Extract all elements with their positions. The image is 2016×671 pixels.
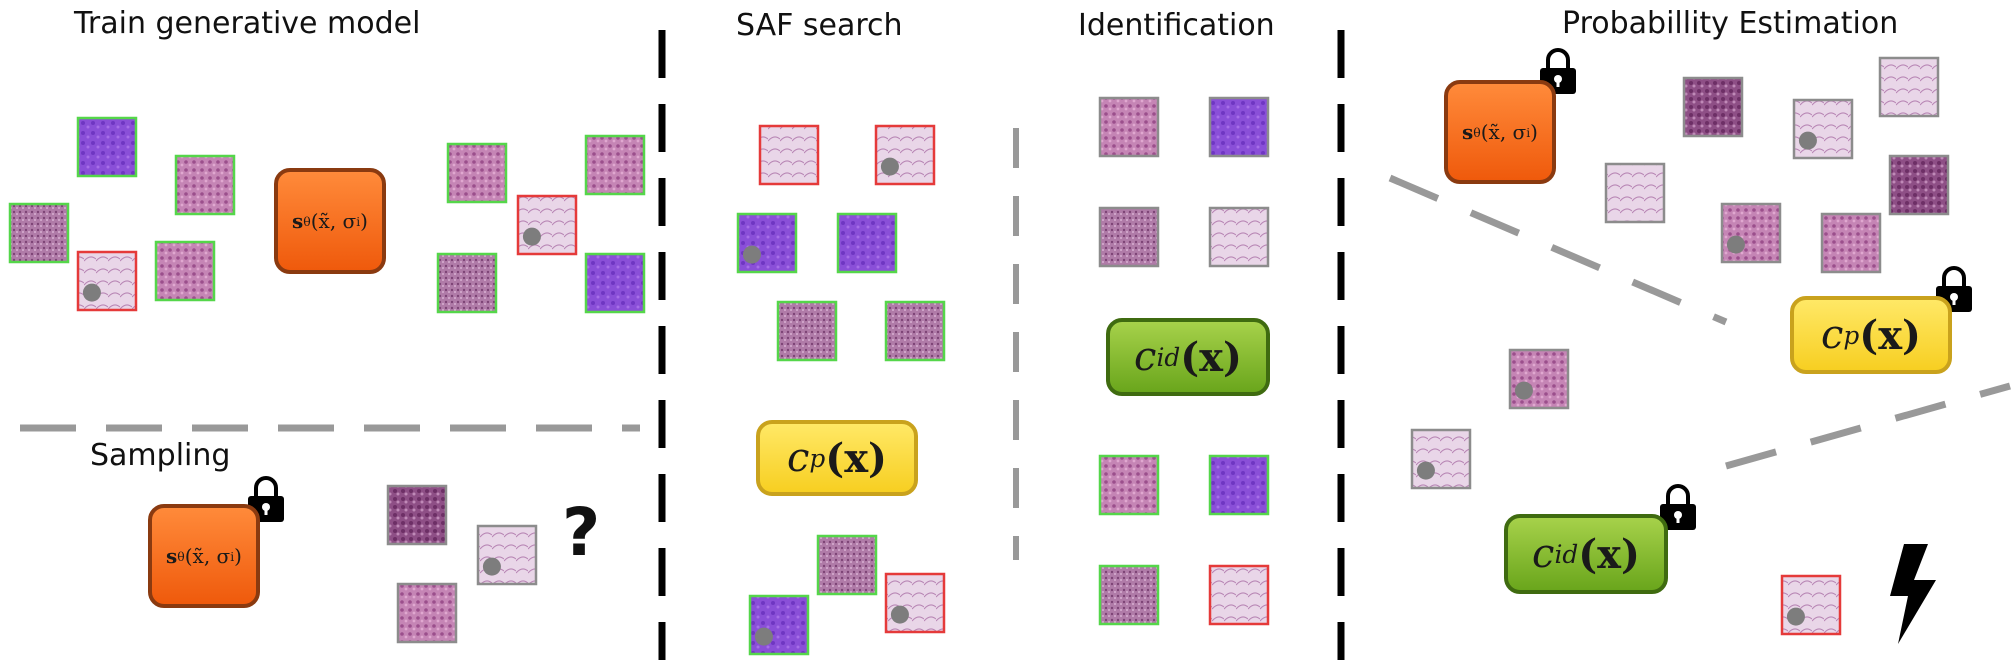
tissue-patch bbox=[78, 252, 136, 310]
trigger-dot bbox=[743, 246, 761, 264]
probability-divider-lower bbox=[1726, 386, 2010, 466]
tissue-patch bbox=[478, 526, 536, 584]
trigger-dot bbox=[523, 228, 541, 246]
tissue-patch bbox=[838, 214, 896, 272]
tissue-patch bbox=[1210, 98, 1268, 156]
trigger-dot bbox=[755, 628, 773, 646]
tissue-patch bbox=[1412, 430, 1470, 488]
tissue-patch bbox=[886, 574, 944, 632]
tissue-patch bbox=[760, 126, 818, 184]
tissue-patch bbox=[1100, 566, 1158, 624]
tissue-patch bbox=[1606, 164, 1664, 222]
trigger-dot bbox=[1417, 462, 1435, 480]
cp-model-saf: c p (x) bbox=[756, 420, 918, 496]
tissue-patch bbox=[78, 118, 136, 176]
score-model-train: s θ (x̃, σ i) bbox=[274, 168, 386, 274]
tissue-patch bbox=[1210, 566, 1268, 624]
tissue-patch bbox=[518, 196, 576, 254]
cid-model-probability: c id (x) bbox=[1504, 514, 1668, 594]
tissue-patch bbox=[1794, 100, 1852, 158]
trigger-dot bbox=[1799, 132, 1817, 150]
question-mark: ? bbox=[562, 494, 600, 571]
tissue-patch bbox=[176, 156, 234, 214]
tissue-patch bbox=[876, 126, 934, 184]
tissue-patch bbox=[778, 302, 836, 360]
tissue-patch bbox=[438, 254, 496, 312]
tissue-patch bbox=[1822, 214, 1880, 272]
tissue-patch bbox=[1210, 208, 1268, 266]
tissue-patch bbox=[1100, 98, 1158, 156]
tissue-patch bbox=[1880, 58, 1938, 116]
tissue-patch bbox=[750, 596, 808, 654]
tissue-patch bbox=[586, 254, 644, 312]
tissue-patch bbox=[156, 242, 214, 300]
score-model-probability: s θ (x̃, σ i) bbox=[1444, 80, 1556, 184]
cp-model-probability: c p (x) bbox=[1790, 296, 1952, 374]
tissue-patch bbox=[1684, 78, 1742, 136]
tissue-patch bbox=[448, 144, 506, 202]
tissue-patch bbox=[1210, 456, 1268, 514]
tissue-patch bbox=[1890, 156, 1948, 214]
tissue-patch bbox=[398, 584, 456, 642]
tissue-patch bbox=[10, 204, 68, 262]
tissue-patch bbox=[586, 136, 644, 194]
tissue-patch bbox=[388, 486, 446, 544]
score-model-sampling: s θ (x̃, σ i) bbox=[148, 504, 260, 608]
trigger-dot bbox=[881, 158, 899, 176]
tissue-patch bbox=[738, 214, 796, 272]
probability-divider-upper bbox=[1390, 178, 1726, 322]
tissue-patch bbox=[1722, 204, 1780, 262]
trigger-dot bbox=[1787, 608, 1805, 626]
tissue-patch bbox=[886, 302, 944, 360]
lightning-icon bbox=[1890, 544, 1936, 644]
tissue-patch bbox=[1510, 350, 1568, 408]
cid-model-identification: c id (x) bbox=[1106, 318, 1270, 396]
tissue-patch bbox=[1782, 576, 1840, 634]
tissue-patch bbox=[818, 536, 876, 594]
tissue-patch bbox=[1100, 208, 1158, 266]
trigger-dot bbox=[891, 606, 909, 624]
trigger-dot bbox=[1727, 236, 1745, 254]
trigger-dot bbox=[83, 284, 101, 302]
tissue-patch bbox=[1100, 456, 1158, 514]
trigger-dot bbox=[1515, 382, 1533, 400]
trigger-dot bbox=[483, 558, 501, 576]
